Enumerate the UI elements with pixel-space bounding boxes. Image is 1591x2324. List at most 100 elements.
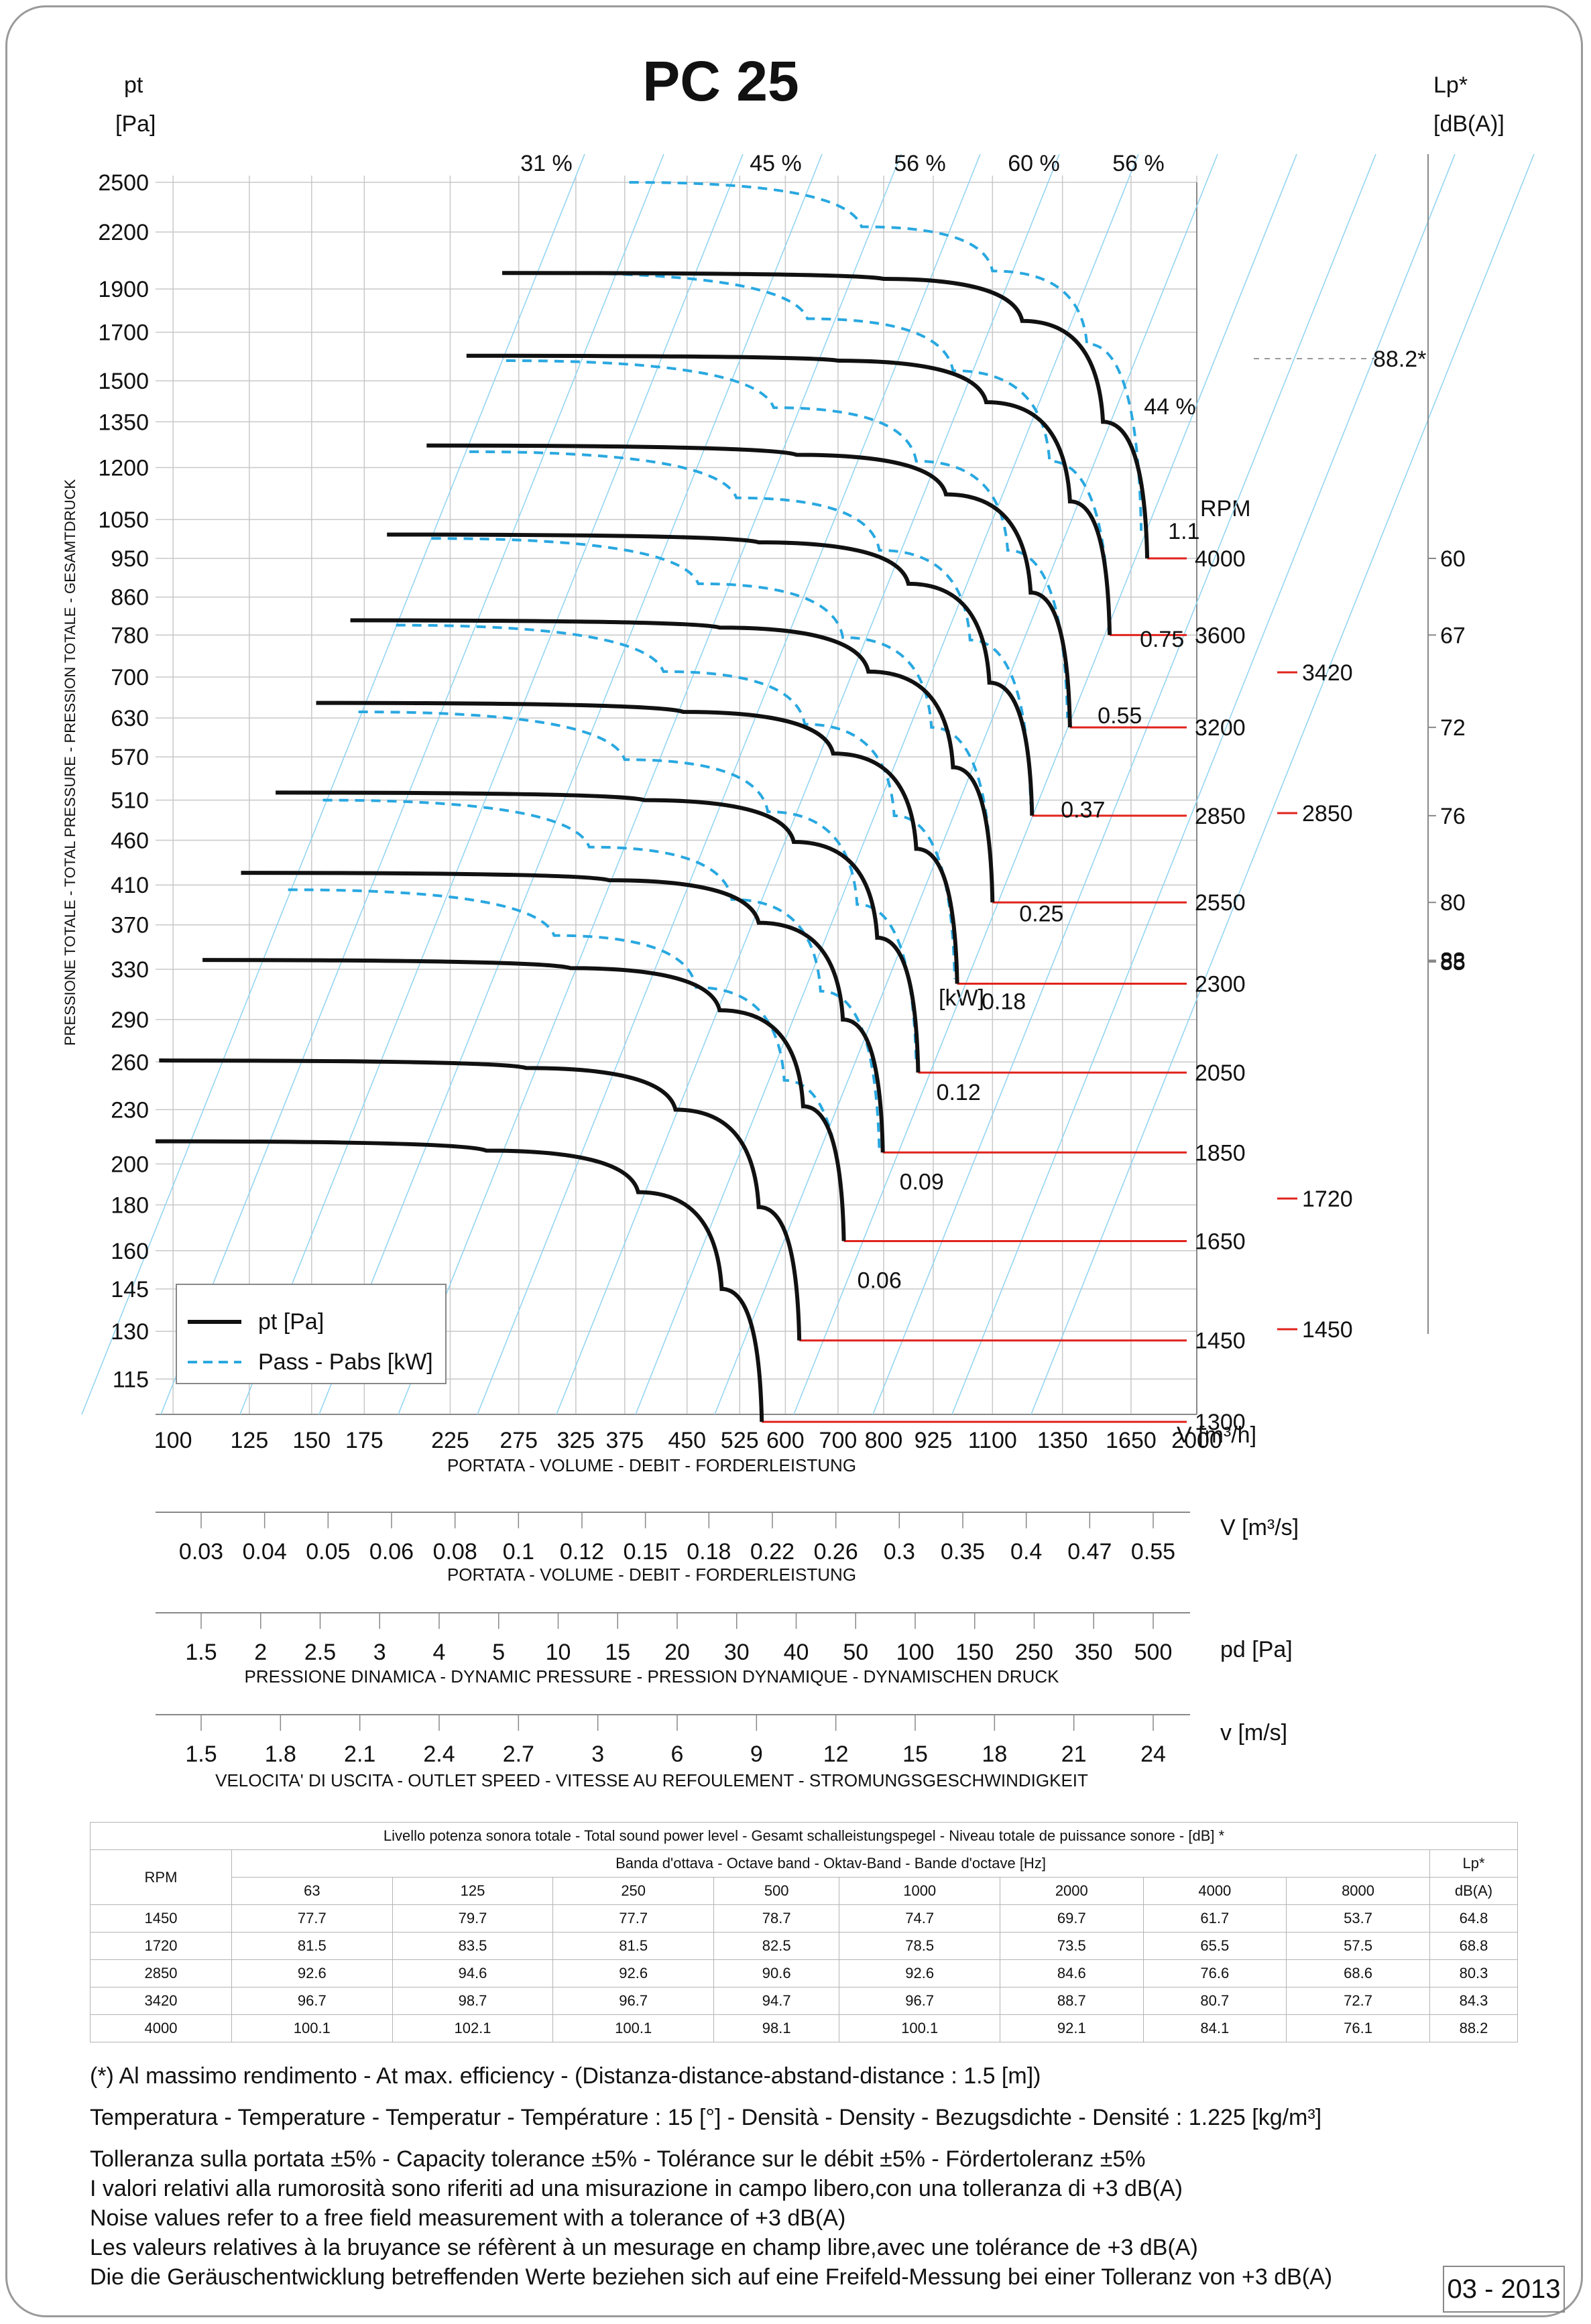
power-curves: 1.1 0.75 0.55 0.37 0.25 0.18 0.12 0.09 0.06 xyxy=(288,181,1199,1293)
y-tick-label: 780 xyxy=(111,623,149,648)
band-header: 2000 xyxy=(1000,1877,1144,1905)
efficiency-line xyxy=(239,154,744,1415)
octave-band-header: Banda d'ottava - Octave band - Oktav-Ban… xyxy=(231,1849,1430,1878)
lp-tick-label: 88 xyxy=(1440,949,1466,975)
efficiency-line xyxy=(556,154,1060,1415)
table-row: 1720 81.5 83.5 81.5 82.5 78.5 73.5 65.5 57.5 68.8 xyxy=(90,1932,1518,1960)
band-value-cell: 92.6 xyxy=(231,1959,393,1987)
table-row: 1450 77.7 79.7 77.7 78.7 74.7 69.7 61.7 53.7 64.8 xyxy=(90,1904,1518,1933)
x4-label: VELOCITA' DI USCITA - OUTLET SPEED - VIT… xyxy=(215,1770,1088,1790)
efficiency-line xyxy=(477,154,981,1415)
pt-curve-4000 xyxy=(502,271,1150,559)
y-tick-label: 2200 xyxy=(98,220,149,245)
table-row: 2850 92.6 94.6 92.6 90.6 92.6 84.6 76.6 68.6 80.3 xyxy=(90,1959,1518,1987)
lp-tick-label: 67 xyxy=(1440,623,1466,648)
dynamic-pressure-tick-label: 3 xyxy=(373,1640,386,1665)
efficiency-line xyxy=(635,154,1139,1415)
y-tick-label: 570 xyxy=(111,745,149,770)
efficiency-label: 60 % xyxy=(1008,151,1060,176)
power-label: 0.09 xyxy=(900,1169,944,1195)
y-left-label-1: pt xyxy=(124,72,143,98)
legend: pt [Pa] Pass - Pabs [kW] xyxy=(176,1284,447,1384)
power-curve xyxy=(469,450,1033,804)
rpm-label: 2050 xyxy=(1195,1060,1246,1086)
power-curve xyxy=(358,711,918,1065)
x3-unit: pd [Pa] xyxy=(1220,1637,1293,1662)
flow-m3s-tick-label: 0.47 xyxy=(1067,1539,1112,1565)
y-right-label-2: [dB(A)] xyxy=(1433,111,1505,137)
rpm-cell: 1720 xyxy=(90,1932,232,1960)
table-row: 3420 96.7 98.7 96.7 94.7 96.7 88.7 80.7 72.7 84.3 xyxy=(90,1987,1518,2015)
power-label: 0.37 xyxy=(1061,797,1105,822)
y-tick-label: 630 xyxy=(111,706,149,731)
rpm-marker-label: 2850 xyxy=(1302,801,1353,827)
rpm-label: 2850 xyxy=(1195,804,1246,829)
efficiency-line xyxy=(398,154,902,1415)
band-value-cell: 100.1 xyxy=(839,2014,1001,2042)
band-value-cell: 92.6 xyxy=(839,1959,1001,1987)
y-tick-label: 860 xyxy=(111,585,149,611)
pt-curve-2850 xyxy=(387,532,1035,816)
band-header: 500 xyxy=(713,1877,840,1905)
y-tick-label: 160 xyxy=(111,1239,149,1264)
dynamic-pressure-tick-label: 500 xyxy=(1134,1640,1173,1665)
rpm-header: RPM xyxy=(1200,496,1251,522)
band-value-cell: 90.6 xyxy=(713,1959,840,1987)
band-header: 250 xyxy=(552,1877,715,1905)
lp-tick-label: 72 xyxy=(1440,715,1466,741)
flow-m3s-tick-label: 0.26 xyxy=(814,1539,858,1565)
x-tick-label: 600 xyxy=(766,1428,805,1453)
band-value-cell: 94.6 xyxy=(392,1959,554,1987)
rpm-label: 2300 xyxy=(1195,972,1246,997)
lp-tick-label: 60 xyxy=(1440,546,1466,572)
rpm-label: 1450 xyxy=(1195,1329,1246,1354)
flow-m3s-tick-label: 0.18 xyxy=(687,1539,731,1565)
band-header-row: 63 125 250 500 1000 2000 4000 8000 dB(A) xyxy=(91,1877,1518,1905)
legend-box xyxy=(176,1284,447,1384)
efficiency-label: 44 % xyxy=(1144,394,1196,420)
dynamic-pressure-tick-label: 4 xyxy=(433,1640,446,1665)
pt-curve-1450 xyxy=(159,1058,802,1341)
dynamic-pressure-tick-label: 250 xyxy=(1015,1640,1053,1665)
y-axis-vertical-label: PRESSIONE TOTALE - TOTAL PRESSURE - PRES… xyxy=(62,479,78,1046)
band-value-cell: 92.1 xyxy=(1000,2014,1144,2042)
y-right-label-1: Lp* xyxy=(1433,72,1468,98)
flow-m3s-tick-label: 0.05 xyxy=(306,1539,350,1565)
efficiency-line xyxy=(793,154,1297,1415)
x2-unit: V [m³/s] xyxy=(1220,1515,1299,1540)
rpm-cell: 3420 xyxy=(90,1987,232,2015)
x-tick-label: 375 xyxy=(605,1428,644,1453)
x-tick-label: 225 xyxy=(431,1428,469,1453)
pt-curve-3200 xyxy=(426,443,1072,728)
efficiency-line xyxy=(1030,154,1535,1415)
band-value-cell: 78.5 xyxy=(839,1932,1001,1960)
rpm-marker-label: 1450 xyxy=(1302,1317,1353,1343)
outlet-speed-tick-label: 21 xyxy=(1061,1741,1087,1767)
band-header: 63 xyxy=(231,1877,393,1905)
band-header: 8000 xyxy=(1286,1877,1430,1905)
outlet-speed-tick-label: 2.1 xyxy=(344,1741,375,1767)
pt-curve-2300 xyxy=(316,700,959,984)
power-curve xyxy=(542,271,1112,630)
y-tick-label: 230 xyxy=(111,1097,149,1123)
band-value-cell: 96.7 xyxy=(231,1987,393,2015)
chart-title: PC 25 xyxy=(642,50,799,113)
dynamic-pressure-tick-label: 1.5 xyxy=(185,1640,217,1665)
outlet-speed-tick-label: 2.7 xyxy=(503,1741,534,1767)
x4-unit: v [m/s] xyxy=(1220,1720,1287,1746)
sound-power-table: Livello potenza sonora totale - Total so… xyxy=(90,1822,1518,2042)
band-value-cell: 98.7 xyxy=(392,1987,554,2015)
rpm-label: 1300 xyxy=(1195,1410,1246,1435)
page-frame xyxy=(5,5,1583,2317)
y-tick-label: 2500 xyxy=(98,170,149,196)
rpm-column-header: RPM xyxy=(90,1849,232,1905)
flow-m3s-tick-label: 0.1 xyxy=(503,1539,534,1565)
dynamic-pressure-tick-label: 10 xyxy=(546,1640,571,1665)
note-1: (*) Al massimo rendimento - At max. effi… xyxy=(90,2063,1041,2089)
outlet-speed-tick-label: 3 xyxy=(591,1741,604,1767)
efficiency-label: 56 % xyxy=(894,151,946,176)
flow-m3s-tick-label: 0.3 xyxy=(884,1539,915,1565)
band-value-cell: 61.7 xyxy=(1142,1904,1287,1933)
band-value-cell: 100.1 xyxy=(231,2014,393,2042)
y-tick-label: 1700 xyxy=(98,320,149,346)
